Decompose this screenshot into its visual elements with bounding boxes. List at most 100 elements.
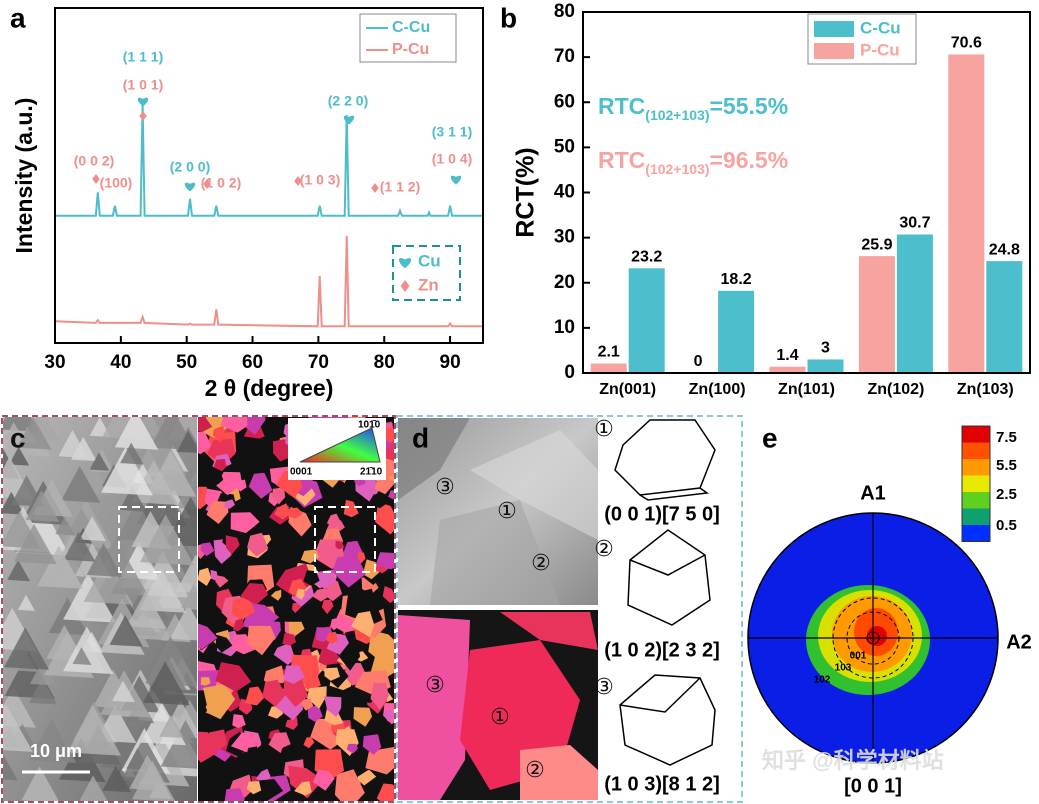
ebsd-zoom-grain bbox=[500, 612, 598, 650]
y-tick-label: 70 bbox=[554, 46, 575, 67]
ebsd-grain bbox=[375, 552, 394, 570]
y-tick-label: 20 bbox=[554, 272, 575, 293]
bar bbox=[628, 268, 665, 373]
sem-facet bbox=[58, 429, 89, 458]
sem-zoom-facet bbox=[470, 430, 598, 540]
ebsd-grain bbox=[198, 567, 212, 586]
rtc-tail: =55.5% bbox=[710, 93, 789, 119]
ebsd-grain bbox=[238, 436, 273, 468]
legend-box bbox=[359, 13, 457, 63]
xrd-line bbox=[54, 235, 483, 328]
colorbar-label: 7.5 bbox=[996, 429, 1017, 446]
sem-facet bbox=[55, 516, 76, 536]
bar bbox=[718, 290, 755, 373]
color-key-label: 0001 bbox=[290, 467, 313, 478]
ebsd-grain bbox=[248, 472, 273, 499]
x-tick-label: Zn(001) bbox=[599, 381, 656, 398]
zn-marker bbox=[371, 183, 379, 193]
ebsd-grain bbox=[207, 470, 224, 485]
circled-number: ① bbox=[497, 499, 517, 524]
zn-marker bbox=[203, 179, 211, 189]
peak-label: (1 0 2) bbox=[201, 175, 241, 191]
axes-frame bbox=[54, 7, 484, 344]
value-label: 23.2 bbox=[631, 249, 662, 266]
sem-facet bbox=[110, 560, 149, 596]
x-tick-label: 70 bbox=[308, 352, 329, 373]
pole-direction: [0 0 1] bbox=[844, 775, 902, 797]
bar bbox=[769, 366, 806, 373]
ebsd-grain bbox=[370, 682, 389, 710]
ebsd-grain bbox=[388, 490, 394, 500]
peak-label: (100) bbox=[100, 175, 133, 191]
ebsd-zoom bbox=[398, 610, 598, 800]
circled-number: ③ bbox=[425, 673, 445, 698]
ebsd-grain bbox=[262, 755, 284, 781]
circled-number: ① bbox=[490, 705, 510, 730]
ebsd-grain bbox=[330, 618, 341, 631]
ebsd-grain bbox=[376, 783, 394, 801]
colorbar-label: 0.5 bbox=[996, 517, 1017, 534]
value-label: 2.1 bbox=[598, 344, 620, 361]
ebsd-grain bbox=[285, 717, 298, 730]
ebsd-grain bbox=[198, 431, 212, 455]
value-label: 3 bbox=[821, 340, 830, 357]
sem-facet bbox=[176, 430, 197, 454]
sem-facet bbox=[17, 594, 36, 611]
ebsd-grain bbox=[368, 493, 390, 509]
sem-facet bbox=[4, 421, 25, 442]
ebsd-grain bbox=[220, 417, 248, 433]
value-label: 30.7 bbox=[899, 215, 930, 232]
cu-marker bbox=[137, 97, 149, 107]
crystal-edges bbox=[639, 487, 710, 501]
pole-axis-label: A2 bbox=[1006, 631, 1032, 653]
sem-zoom bbox=[398, 418, 598, 605]
peak-label: (1 0 1) bbox=[123, 77, 163, 93]
ebsd-grain bbox=[223, 499, 235, 509]
x-tick-label: Zn(100) bbox=[689, 381, 746, 398]
sem-facet bbox=[29, 678, 58, 705]
axes-frame bbox=[582, 11, 1031, 374]
value-label: 24.8 bbox=[989, 241, 1020, 258]
zoom-box bbox=[118, 506, 180, 573]
ebsd-grain bbox=[246, 746, 258, 763]
y-axis-label: Intensity (a.u.) bbox=[11, 98, 37, 254]
colorbar-frame bbox=[961, 425, 991, 542]
density-level bbox=[867, 626, 887, 646]
ebsd-grain bbox=[200, 677, 211, 686]
ebsd-grain bbox=[346, 743, 358, 754]
bar bbox=[590, 363, 627, 373]
y-tick-label: 0 bbox=[564, 362, 575, 383]
ebsd-grain bbox=[274, 503, 291, 520]
zn-marker bbox=[92, 174, 100, 184]
ebsd-grain bbox=[324, 667, 340, 681]
legend-label: C-Cu bbox=[860, 18, 901, 37]
colorbar-label: 5.5 bbox=[996, 457, 1017, 474]
legend-swatch bbox=[814, 21, 854, 37]
circled-number: ③ bbox=[435, 475, 455, 500]
crystal-edges bbox=[629, 554, 706, 576]
circled-number: ③ bbox=[594, 675, 614, 700]
ebsd-grain bbox=[288, 578, 307, 597]
ebsd-grain bbox=[215, 634, 233, 653]
ebsd-grain bbox=[198, 701, 208, 718]
ebsd-grain bbox=[246, 781, 262, 795]
sem-facet bbox=[120, 442, 144, 465]
ebsd-grain bbox=[224, 788, 245, 801]
contour-label: 102 bbox=[814, 675, 831, 686]
ebsd-grain bbox=[325, 631, 338, 644]
ebsd-zoom-grain bbox=[520, 745, 598, 800]
orientation-label: (0 0 1)[7 5 0] bbox=[604, 503, 720, 525]
contour bbox=[846, 611, 900, 665]
legend-label: Cu bbox=[418, 251, 441, 270]
x-tick-label: 30 bbox=[44, 352, 65, 373]
sem-facet bbox=[37, 545, 84, 589]
sem-facet bbox=[9, 446, 30, 466]
sem-facet bbox=[13, 523, 57, 565]
peak-label: (0 0 2) bbox=[74, 153, 114, 169]
peak-label: (1 0 4) bbox=[432, 151, 472, 167]
ebsd-grain bbox=[273, 642, 296, 665]
ebsd-grain bbox=[240, 583, 268, 605]
ebsd-grain bbox=[384, 709, 394, 722]
